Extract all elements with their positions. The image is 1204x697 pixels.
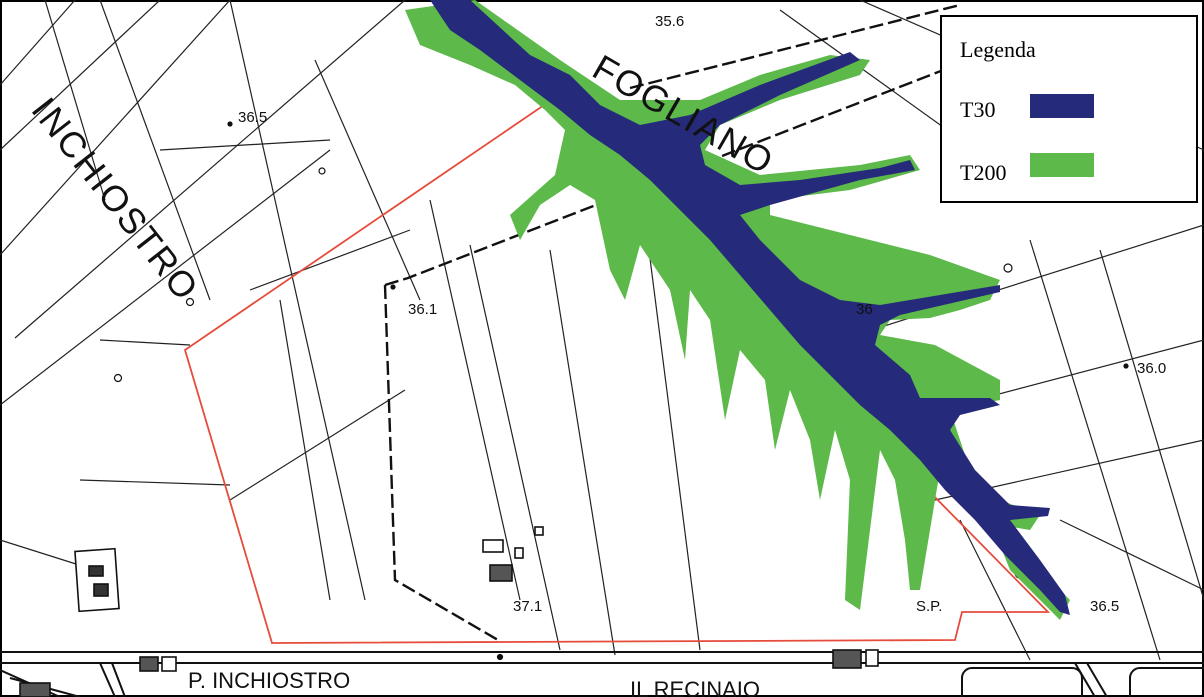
t30-flood-area (430, 0, 1070, 615)
elevation-label: 37.1 (513, 598, 542, 615)
legend-swatch-t200 (1030, 153, 1094, 177)
dashed-boundaries (383, 3, 1001, 642)
legend-swatch-t30 (1030, 94, 1094, 118)
label-recinaio: IL RECINAIO (630, 677, 760, 697)
buildings (19, 526, 879, 697)
legend-item-t30-label: T30 (960, 97, 996, 122)
elevation-label: 36.1 (408, 301, 437, 318)
main-road (0, 651, 1204, 697)
map-legend: Legenda T30 T200 (940, 15, 1198, 203)
elevation-label: 36 (856, 301, 873, 318)
label-inchiostro: INCHIOSTRO (24, 90, 208, 309)
label-sp: S.P. (916, 598, 942, 615)
t200-flood-area (405, 0, 1070, 620)
elevation-label: 35.6 (655, 13, 684, 30)
elevation-label: 36.5 (238, 109, 267, 126)
elevation-label: 36.0 (1137, 360, 1166, 377)
label-p-inchiostro: P. INCHIOSTRO (188, 668, 350, 693)
legend-item-t200-label: T200 (960, 160, 1007, 185)
legend-title: Legenda (960, 37, 1036, 62)
elevation-label: 36.5 (1090, 598, 1119, 615)
